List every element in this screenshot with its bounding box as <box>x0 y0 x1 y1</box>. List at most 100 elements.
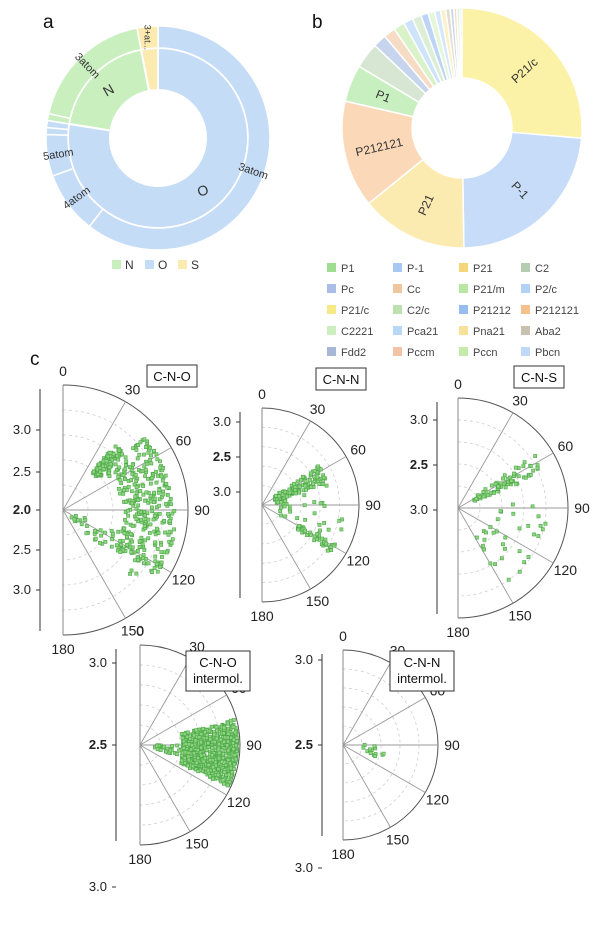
scatter-point <box>157 511 162 516</box>
legend-label-p-1: P-1 <box>407 263 424 275</box>
radius-tick-2: 2.0 <box>13 502 31 517</box>
scatter-point <box>142 464 147 469</box>
scatter-point <box>297 490 302 495</box>
scatter-point <box>296 527 301 532</box>
scatter-point <box>489 483 494 488</box>
sunburst-inner-label-o: O <box>195 181 211 200</box>
scatter-point <box>155 457 160 462</box>
legend-label-c2: C2 <box>535 263 549 275</box>
scatter-point <box>141 556 146 561</box>
scatter-point <box>494 529 499 534</box>
scatter-point <box>147 531 152 535</box>
scatter-point <box>118 550 123 554</box>
scatter-point <box>133 473 138 477</box>
scatter-point <box>130 523 135 528</box>
donut-label-p1: P1 <box>374 87 393 106</box>
scatter-point <box>203 756 207 761</box>
scatter-point <box>161 492 166 497</box>
scatter-point <box>277 494 281 499</box>
panel-label-b: b <box>312 12 323 33</box>
scatter-point <box>516 474 521 479</box>
scatter-point <box>85 524 89 528</box>
legend-swatch-p-1 <box>393 263 402 272</box>
scatter-point <box>123 477 127 481</box>
scatter-point <box>118 478 123 483</box>
legend-swatch-p2-c <box>521 284 530 293</box>
scatter-point <box>130 501 134 506</box>
scatter-point <box>155 569 160 574</box>
scatter-point <box>210 776 215 781</box>
scatter-point <box>521 464 526 469</box>
scatter-point <box>123 455 128 460</box>
scatter-point <box>101 459 106 464</box>
scatter-point <box>482 537 487 542</box>
scatter-point <box>123 517 127 522</box>
angle-tick-150: 150 <box>306 593 330 609</box>
scatter-point <box>150 476 154 480</box>
legend-swatch-p21-c <box>327 305 336 314</box>
angle-tick-90: 90 <box>194 502 210 518</box>
scatter-point <box>148 481 153 486</box>
scatter-point <box>72 517 77 522</box>
scatter-point <box>493 482 498 486</box>
scatter-point <box>201 759 206 764</box>
scatter-point <box>361 745 366 750</box>
scatter-point <box>175 743 180 748</box>
scatter-point <box>510 502 515 507</box>
scatter-point <box>99 533 103 538</box>
scatter-point <box>146 561 151 566</box>
scatter-point <box>485 493 490 498</box>
legend-swatch-p21 <box>459 263 468 272</box>
polar-scatter-charts: 0 30 60 90 120 150 180 3.0 2.5 2.0 2.5 3.0 C-N-O 0 30 6… <box>13 363 590 894</box>
radius-tick-1: 2.5 <box>410 457 428 472</box>
scatter-point <box>155 747 160 752</box>
scatter-point <box>136 503 141 508</box>
scatter-point <box>196 756 200 761</box>
legend-label-c2-c: C2/c <box>407 305 430 317</box>
scatter-point <box>149 453 153 458</box>
scatter-point <box>496 484 501 489</box>
scatter-point <box>143 538 147 543</box>
scatter-point <box>142 548 147 552</box>
sunburst-outer-s-7 <box>136 25 159 51</box>
scatter-point <box>216 772 220 777</box>
scatter-point <box>103 539 108 544</box>
scatter-point <box>151 517 156 522</box>
scatter-point <box>212 739 217 744</box>
scatter-point <box>146 536 151 541</box>
scatter-point <box>128 532 133 536</box>
scatter-point <box>144 445 148 449</box>
scatter-point <box>132 482 137 487</box>
scatter-point <box>317 482 322 486</box>
polar-chart-c-n-n: 0 30 60 90 120 150 180 3.0 2.5 3.0 C-N-N <box>213 367 381 624</box>
scatter-point <box>93 536 98 541</box>
scatter-point <box>124 499 128 504</box>
angle-tick-0: 0 <box>339 628 347 644</box>
angle-tick-60: 60 <box>350 442 366 458</box>
scatter-point <box>206 768 210 773</box>
angle-tick-120: 120 <box>426 792 450 808</box>
scatter-point <box>116 529 121 534</box>
scatter-point <box>172 509 177 513</box>
legend-label-pna21: Pna21 <box>473 326 505 338</box>
scatter-point <box>498 509 503 513</box>
scatter-point <box>172 527 176 532</box>
sunburst-outer-label-7: 3+at... <box>142 25 152 50</box>
scatter-point <box>194 767 198 772</box>
scatter-point <box>128 465 132 469</box>
legend-label-s: S <box>191 258 199 272</box>
scatter-point <box>538 523 543 528</box>
legend-swatch-p21212 <box>459 305 468 314</box>
angle-tick-180: 180 <box>51 641 75 657</box>
scatter-point <box>492 491 497 495</box>
scatter-point <box>499 481 504 486</box>
polar-chart-c-n-s: 0 30 60 90 120 150 180 3.0 2.5 3.0 C-N-S <box>410 365 590 640</box>
scatter-point <box>165 492 170 497</box>
scatter-point <box>495 517 500 522</box>
scatter-point <box>164 749 169 754</box>
angle-tick-30: 30 <box>125 382 141 398</box>
scatter-point <box>309 471 313 476</box>
legend-label-p21-m: P21/m <box>473 284 505 296</box>
